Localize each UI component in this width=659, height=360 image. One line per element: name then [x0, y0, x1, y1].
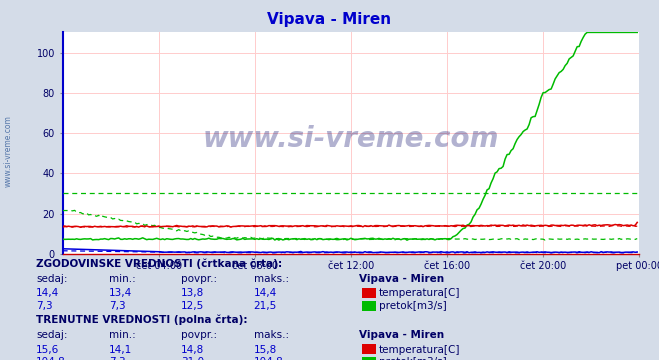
Text: sedaj:: sedaj: [36, 274, 68, 284]
Text: temperatura[C]: temperatura[C] [379, 345, 461, 355]
Text: Vipava - Miren: Vipava - Miren [359, 330, 444, 340]
Text: povpr.:: povpr.: [181, 274, 217, 284]
Text: 13,4: 13,4 [109, 288, 132, 298]
Text: 7,3: 7,3 [36, 301, 53, 311]
Text: sedaj:: sedaj: [36, 330, 68, 340]
Text: temperatura[C]: temperatura[C] [379, 288, 461, 298]
Text: 14,8: 14,8 [181, 345, 204, 355]
Text: 14,4: 14,4 [254, 288, 277, 298]
Text: min.:: min.: [109, 274, 136, 284]
Text: 7,3: 7,3 [109, 301, 125, 311]
Text: www.si-vreme.com: www.si-vreme.com [203, 125, 499, 153]
Text: 21,5: 21,5 [254, 301, 277, 311]
Text: 104,8: 104,8 [36, 357, 66, 360]
Text: 15,8: 15,8 [254, 345, 277, 355]
Text: 14,4: 14,4 [36, 288, 59, 298]
Text: 12,5: 12,5 [181, 301, 204, 311]
Text: maks.:: maks.: [254, 330, 289, 340]
Text: 14,1: 14,1 [109, 345, 132, 355]
Text: 15,6: 15,6 [36, 345, 59, 355]
Text: min.:: min.: [109, 330, 136, 340]
Text: 104,8: 104,8 [254, 357, 283, 360]
Text: pretok[m3/s]: pretok[m3/s] [379, 301, 447, 311]
Text: 13,8: 13,8 [181, 288, 204, 298]
Text: ZGODOVINSKE VREDNOSTI (črtkana črta):: ZGODOVINSKE VREDNOSTI (črtkana črta): [36, 258, 282, 269]
Text: 31,0: 31,0 [181, 357, 204, 360]
Text: Vipava - Miren: Vipava - Miren [268, 12, 391, 27]
Text: Vipava - Miren: Vipava - Miren [359, 274, 444, 284]
Text: www.si-vreme.com: www.si-vreme.com [3, 115, 13, 187]
Text: TRENUTNE VREDNOSTI (polna črta):: TRENUTNE VREDNOSTI (polna črta): [36, 315, 248, 325]
Text: 7,3: 7,3 [109, 357, 125, 360]
Text: pretok[m3/s]: pretok[m3/s] [379, 357, 447, 360]
Text: povpr.:: povpr.: [181, 330, 217, 340]
Text: maks.:: maks.: [254, 274, 289, 284]
